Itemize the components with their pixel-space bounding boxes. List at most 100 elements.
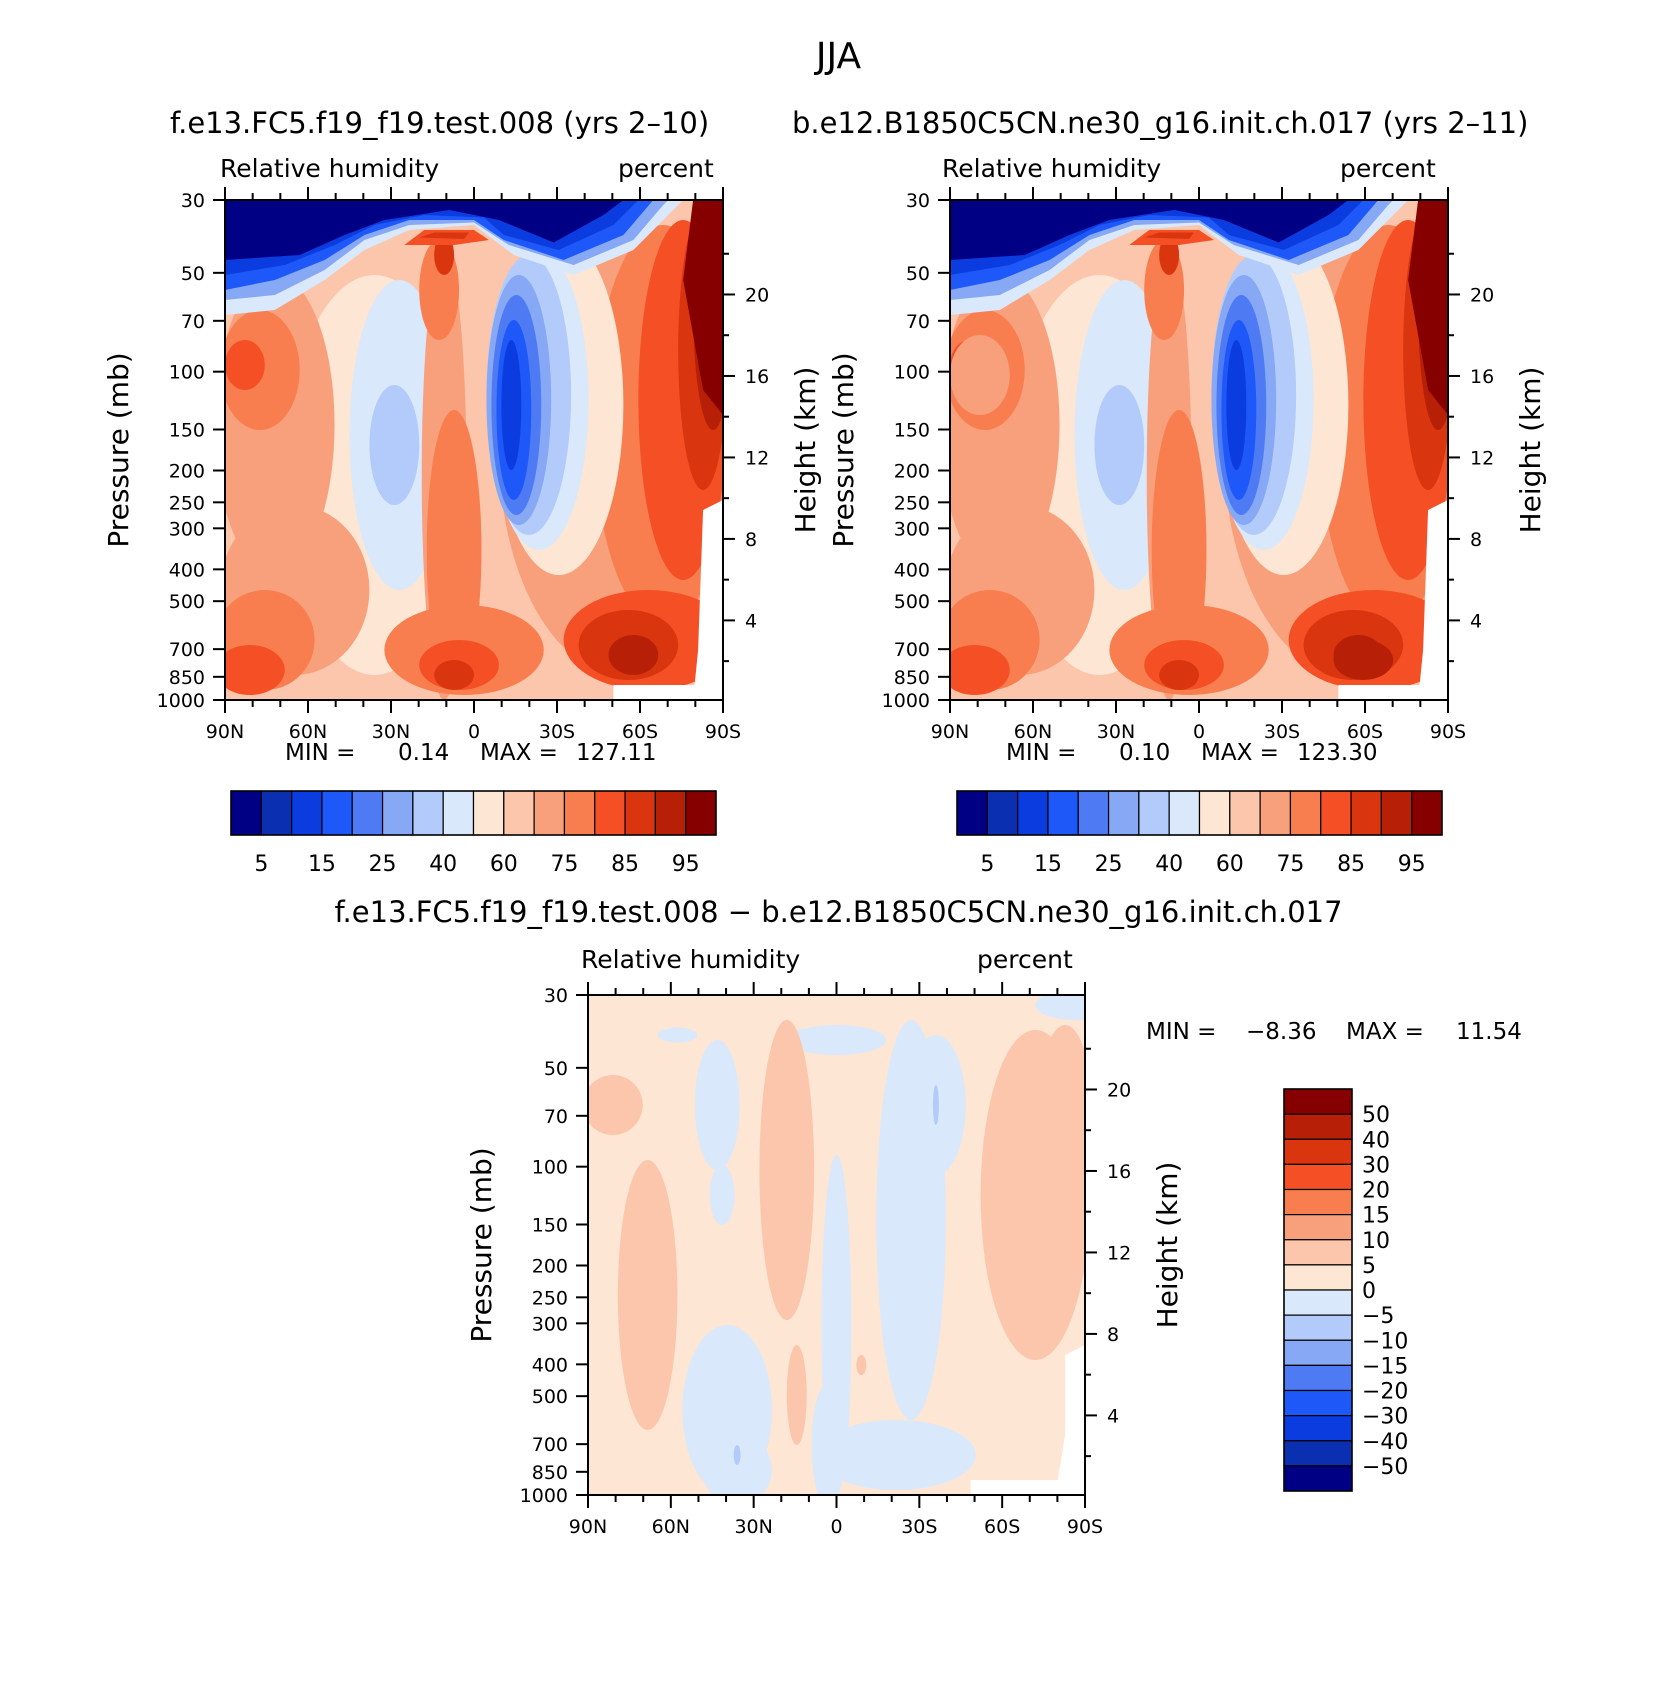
diff-colorbar-label: −15 (1362, 1354, 1408, 1379)
test-x-tick-label: 60N (289, 721, 327, 743)
test-colorbar-label: 85 (611, 852, 639, 877)
test-pressure-tick-label: 50 (181, 263, 205, 285)
control-ylabel-right: Height (km) (1514, 367, 1547, 534)
test-pressure-tick-label: 700 (169, 639, 205, 661)
diff-contour-22 (1055, 1345, 1085, 1495)
control-pressure-tick-label: 50 (906, 263, 930, 285)
control-height-tick-label: 20 (1470, 284, 1494, 306)
panel-diff-case-title: f.e13.FC5.f19_f19.test.008 − b.e12.B1850… (334, 895, 1343, 929)
control-pressure-tick-label: 100 (894, 362, 930, 384)
test-colorbar-label: 25 (369, 852, 397, 877)
diff-pressure-tick-label: 700 (532, 1434, 568, 1456)
test-ylabel-right: Height (km) (789, 367, 822, 534)
diff-contour-14 (588, 1075, 643, 1135)
diff-colorbar-label: −20 (1362, 1380, 1408, 1405)
diff-pressure-tick-label: 850 (532, 1462, 568, 1484)
diff-pressure-tick-label: 50 (544, 1058, 568, 1080)
diff-colorbar-label: −40 (1362, 1430, 1408, 1455)
test-contour-41 (693, 500, 723, 700)
diff-contour-16 (759, 1020, 815, 1320)
test-pressure-tick-label: 100 (169, 362, 205, 384)
panel-control-units: percent (1340, 154, 1436, 183)
test-pressure-tick-label: 150 (169, 419, 205, 441)
panel-test-min-value: 0.14 (398, 740, 450, 766)
test-colorbar-swatch (260, 790, 293, 836)
test-contour-25 (608, 635, 659, 675)
diff-colorbar-label: −30 (1362, 1405, 1408, 1430)
test-colorbar-label: 15 (308, 852, 336, 877)
diff-colorbar-swatch (1283, 1214, 1353, 1241)
control-colorbar-label: 15 (1034, 852, 1062, 877)
test-colorbar-frame (230, 790, 717, 836)
control-x-tick-label: 60S (1347, 721, 1383, 743)
panel-diff-plot: 90N 60N 30N 0 30S 60S 90S 30 50 70 100 150 200 250 300… (465, 982, 1184, 1538)
test-colorbar-swatch (381, 790, 414, 836)
control-height-tick-label: 8 (1470, 529, 1482, 551)
control-pressure-tick-label: 400 (894, 559, 930, 581)
test-pressure-tick-label: 1000 (157, 690, 205, 712)
panel-diff-variable: Relative humidity (581, 945, 801, 974)
control-colorbar-swatch (986, 790, 1019, 836)
diff-pressure-tick-label: 70 (544, 1106, 568, 1128)
control-colorbar-swatch (1320, 790, 1352, 836)
diff-colorbar-label: 0 (1362, 1279, 1376, 1304)
test-colorbar-swatch (563, 790, 596, 836)
diff-colorbar-label: −50 (1362, 1455, 1408, 1480)
diff-contour-20 (856, 1355, 867, 1375)
control-contour-43 (1333, 640, 1394, 680)
control-colorbar-swatch (1168, 790, 1201, 836)
control-pressure-tick-label: 700 (894, 639, 930, 661)
panel-test-units: percent (618, 154, 714, 183)
diff-colorbar-label: 20 (1362, 1179, 1390, 1204)
diff-pressure-tick-label: 400 (532, 1354, 568, 1376)
panel-control-max-label: MAX = (1201, 740, 1279, 766)
diff-contour-13 (1035, 995, 1085, 1020)
panel-test-case-title: f.e13.FC5.f19_f19.test.008 (yrs 2–10) (170, 106, 710, 140)
test-colorbar-swatch (624, 790, 656, 836)
test-x-tick-label: 0 (468, 721, 480, 743)
diff-pressure-tick-label: 250 (532, 1287, 568, 1309)
test-colorbar-swatch (533, 790, 566, 836)
control-contour-42 (950, 335, 1010, 415)
control-pressure-tick-label: 300 (894, 518, 930, 540)
control-pressure-tick-label: 70 (906, 311, 930, 333)
diff-contour-12 (657, 1027, 698, 1043)
control-colorbar-label: 25 (1095, 852, 1123, 877)
diff-contour-7 (816, 1420, 976, 1490)
diff-colorbar-label: 50 (1362, 1103, 1390, 1128)
control-height-tick-label: 16 (1470, 366, 1494, 388)
diff-contour-1 (709, 1165, 735, 1225)
control-pressure-tick-label: 500 (894, 591, 930, 613)
test-colorbar-swatch (442, 790, 475, 836)
diff-contour-19 (1040, 1025, 1085, 1165)
panel-diff-min-value: −8.36 (1246, 1019, 1317, 1045)
diff-x-tick-label: 60N (652, 1516, 690, 1538)
diff-pressure-tick-label: 30 (544, 985, 568, 1007)
panel-diff-max-label: MAX = (1346, 1019, 1424, 1045)
control-pressure-tick-label: 30 (906, 190, 930, 212)
control-colorbar-swatch (1047, 790, 1079, 836)
control-colorbar-swatch (1077, 790, 1110, 836)
diff-pressure-tick-label: 100 (532, 1157, 568, 1179)
diff-colorbar-label: 15 (1362, 1204, 1390, 1229)
test-contour-39 (419, 232, 470, 239)
test-colorbar-swatch (685, 790, 717, 836)
control-contour-15 (1408, 200, 1448, 415)
control-colorbar-label: 75 (1276, 852, 1304, 877)
test-x-tick-label: 30S (539, 721, 575, 743)
diff-x-tick-label: 90S (1067, 1516, 1103, 1538)
diff-colorbar-swatch (1283, 1339, 1353, 1366)
control-colorbar-swatch (1229, 790, 1261, 836)
control-x-tick-label: 30S (1264, 721, 1300, 743)
control-colorbar-label: 95 (1398, 852, 1426, 877)
control-contour-41 (1418, 500, 1448, 700)
control-colorbar-label: 60 (1216, 852, 1244, 877)
diff-colorbar-label: 5 (1362, 1254, 1376, 1279)
diff-colorbar-label: 30 (1362, 1153, 1390, 1178)
diff-colorbar-swatch (1283, 1364, 1353, 1392)
diff-ylabel-left: Pressure (mb) (465, 1147, 498, 1342)
diff-contour-15 (617, 1160, 678, 1430)
diff-colorbar-label: −5 (1362, 1304, 1394, 1329)
control-x-tick-label: 60N (1014, 721, 1052, 743)
